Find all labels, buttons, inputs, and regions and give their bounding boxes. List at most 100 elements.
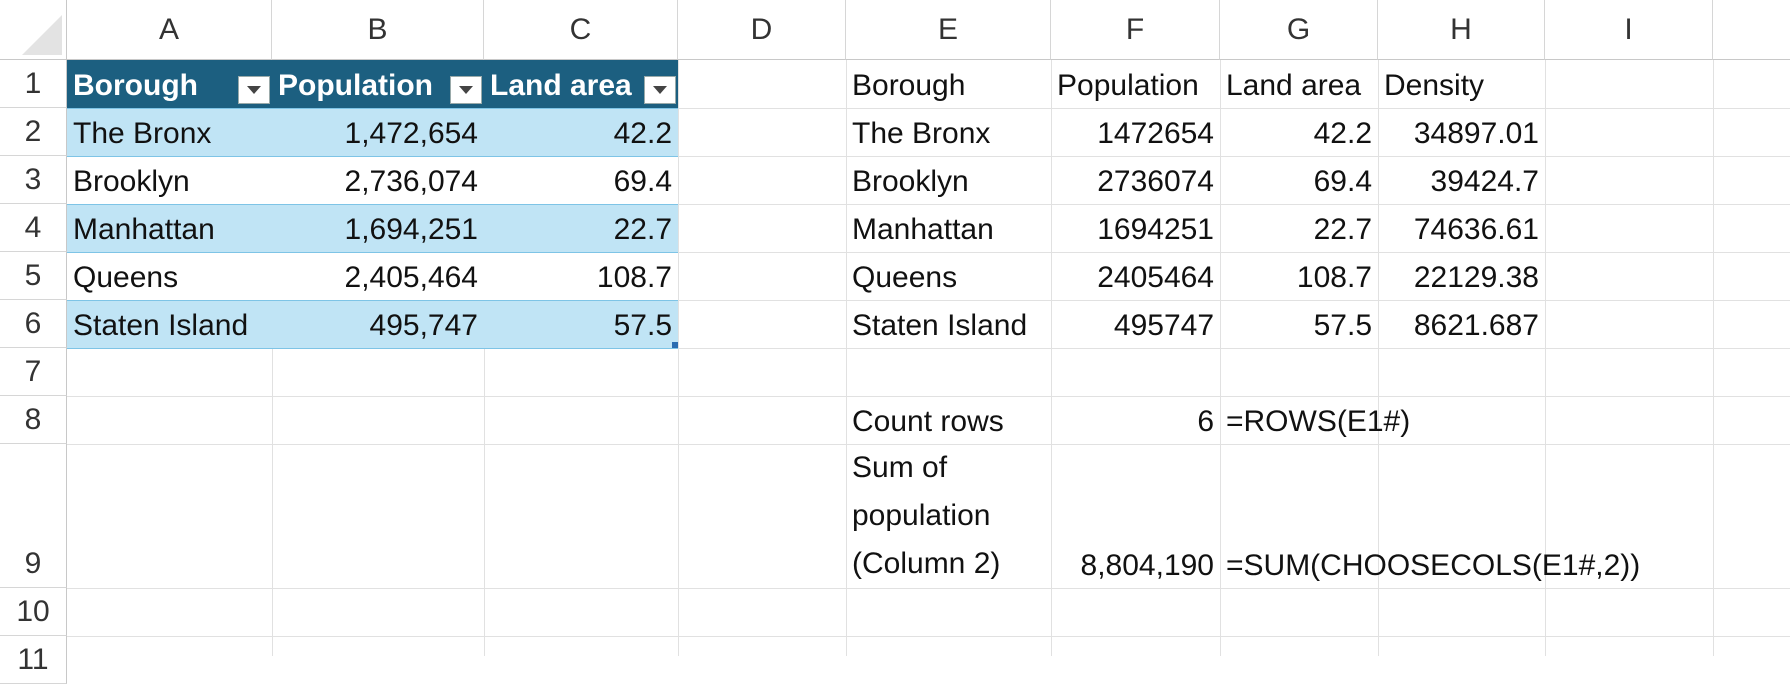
table-cell[interactable]: 2,405,464 (272, 252, 484, 300)
column-header-j[interactable] (1713, 0, 1790, 60)
gridline (1713, 60, 1714, 656)
table-cell[interactable]: 69.4 (484, 156, 678, 204)
spill-cell[interactable]: 69.4 (1313, 165, 1372, 198)
select-all-icon (22, 15, 62, 55)
chevron-down-icon (247, 86, 261, 94)
spill-header-cell[interactable]: Land area (1226, 69, 1362, 102)
table-header-label: Population (278, 69, 433, 102)
column-header-a[interactable]: A (67, 0, 272, 60)
table-row-border (67, 348, 678, 349)
spill-cell[interactable]: 39424.7 (1430, 165, 1539, 198)
row-header-5[interactable]: 5 (0, 252, 67, 300)
gridline (67, 588, 1790, 589)
spill-cell[interactable]: 8621.687 (1413, 309, 1539, 342)
spill-cell[interactable]: 2405464 (1097, 261, 1214, 294)
column-header-f[interactable]: F (1051, 0, 1220, 60)
column-header-d[interactable]: D (678, 0, 846, 60)
row-header-9[interactable]: 9 (0, 444, 67, 588)
table-cell[interactable]: 495,747 (272, 300, 484, 348)
table-header-population[interactable]: Population (272, 60, 484, 108)
row-header-7[interactable]: 7 (0, 348, 67, 396)
column-header-g[interactable]: G (1220, 0, 1378, 60)
gridline (67, 300, 1790, 301)
column-header-h[interactable]: H (1378, 0, 1545, 60)
table-row-border (67, 300, 678, 301)
spill-cell[interactable]: Brooklyn (852, 165, 969, 198)
spill-cell[interactable]: The Bronx (852, 117, 991, 150)
row-header-2[interactable]: 2 (0, 108, 67, 156)
gridline (67, 396, 1790, 397)
spill-cell[interactable]: 74636.61 (1413, 213, 1539, 246)
spill-cell[interactable]: 1472654 (1097, 117, 1214, 150)
table-cell[interactable]: 2,736,074 (272, 156, 484, 204)
spill-cell[interactable]: Manhattan (852, 213, 994, 246)
table-cell[interactable]: Staten Island (67, 300, 272, 348)
spill-cell[interactable]: 34897.01 (1413, 117, 1539, 150)
gridline (1545, 60, 1546, 656)
row-header-8[interactable]: 8 (0, 396, 67, 444)
spill-cell[interactable]: Staten Island (852, 309, 1028, 342)
sum-label-line: Sum of (852, 451, 948, 484)
table-row-border (67, 156, 678, 157)
spill-header-cell[interactable]: Borough (852, 69, 966, 102)
filter-dropdown-button[interactable] (644, 76, 676, 104)
filter-dropdown-button[interactable] (450, 76, 482, 104)
table-header-label: Borough (73, 69, 198, 102)
spill-cell[interactable]: 2736074 (1097, 165, 1214, 198)
row-header-11[interactable]: 11 (0, 636, 67, 684)
spill-cell[interactable]: 495747 (1113, 309, 1214, 342)
spill-cell[interactable]: 22.7 (1313, 213, 1372, 246)
gridline (67, 156, 1790, 157)
spill-header-cell[interactable]: Population (1057, 69, 1199, 102)
spill-header-cell[interactable]: Density (1384, 69, 1485, 102)
table-cell[interactable]: Queens (67, 252, 272, 300)
count-rows-label[interactable]: Count rows (852, 405, 1004, 438)
table-cell[interactable]: 1,472,654 (272, 108, 484, 156)
table-resize-handle[interactable] (672, 342, 678, 348)
table-cell[interactable]: 57.5 (484, 300, 678, 348)
sum-population-value[interactable]: 8,804,190 (1080, 549, 1214, 582)
column-header-c[interactable]: C (484, 0, 678, 60)
row-header-4[interactable]: 4 (0, 204, 67, 252)
row-header-1[interactable]: 1 (0, 60, 67, 108)
sum-population-label[interactable]: Sum of population (Column 2) (846, 444, 1051, 588)
gridline (67, 108, 1790, 109)
gridline (272, 60, 273, 656)
column-header-b[interactable]: B (272, 0, 484, 60)
table-cell[interactable]: 22.7 (484, 204, 678, 252)
table-cell[interactable]: 1,694,251 (272, 204, 484, 252)
count-rows-value[interactable]: 6 (1197, 405, 1214, 438)
table-header-label: Land area (490, 69, 632, 102)
gridline (67, 204, 1790, 205)
spill-cell[interactable]: 57.5 (1313, 309, 1372, 342)
gridline (1220, 60, 1221, 656)
row-header-10[interactable]: 10 (0, 588, 67, 636)
spill-cell[interactable]: 1694251 (1097, 213, 1214, 246)
column-header-e[interactable]: E (846, 0, 1051, 60)
table-header-borough[interactable]: Borough (67, 60, 272, 108)
spill-cell[interactable]: Queens (852, 261, 958, 294)
table-cell[interactable]: 108.7 (484, 252, 678, 300)
table-cell[interactable]: Manhattan (67, 204, 272, 252)
count-rows-formula[interactable]: =ROWS(E1#) (1226, 405, 1411, 438)
gridline (484, 60, 485, 656)
sum-label-line: population (852, 499, 991, 532)
chevron-down-icon (653, 86, 667, 94)
table-cell[interactable]: Brooklyn (67, 156, 272, 204)
gridline (1051, 60, 1052, 656)
table-row-border (67, 252, 678, 253)
spill-cell[interactable]: 42.2 (1313, 117, 1372, 150)
chevron-down-icon (459, 86, 473, 94)
select-all-corner[interactable] (0, 0, 67, 60)
sum-population-formula[interactable]: =SUM(CHOOSECOLS(E1#,2)) (1226, 549, 1641, 582)
row-header-3[interactable]: 3 (0, 156, 67, 204)
spill-cell[interactable]: 22129.38 (1413, 261, 1539, 294)
table-cell[interactable]: The Bronx (67, 108, 272, 156)
table-cell[interactable]: 42.2 (484, 108, 678, 156)
column-header-i[interactable]: I (1545, 0, 1713, 60)
spill-cell[interactable]: 108.7 (1296, 261, 1372, 294)
gridline (67, 636, 1790, 637)
row-header-6[interactable]: 6 (0, 300, 67, 348)
filter-dropdown-button[interactable] (238, 76, 270, 104)
